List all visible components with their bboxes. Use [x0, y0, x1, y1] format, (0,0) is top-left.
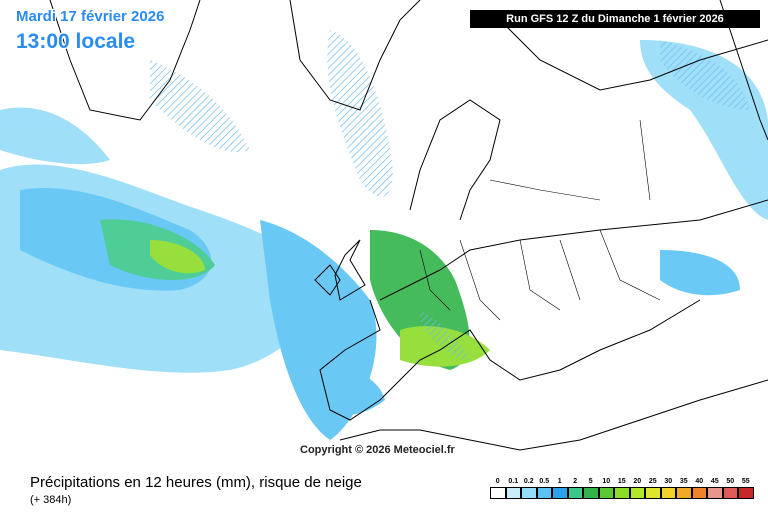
legend-item: 50 — [722, 478, 738, 499]
legend-swatch — [629, 487, 645, 499]
legend-label: 2 — [573, 478, 578, 485]
copyright: Copyright © 2026 Meteociel.fr — [300, 444, 455, 456]
legend-swatch — [567, 487, 583, 499]
legend-item: 55 — [738, 478, 754, 499]
legend-label: 1 — [557, 478, 562, 485]
legend-item: 5 — [583, 478, 599, 499]
legend-item: 1 — [552, 478, 568, 499]
legend-swatch — [738, 487, 754, 499]
legend-swatch — [660, 487, 676, 499]
legend-item: 30 — [660, 478, 676, 499]
legend-swatch — [645, 487, 661, 499]
legend-label: 25 — [648, 478, 657, 485]
legend-swatch — [521, 487, 537, 499]
legend-label: 0.2 — [523, 478, 534, 485]
lead-time: (+ 384h) — [30, 494, 72, 506]
legend-item: 0.2 — [521, 478, 537, 499]
legend-swatch — [583, 487, 599, 499]
map — [0, 0, 768, 451]
legend-swatch — [490, 487, 506, 499]
legend-swatch — [676, 487, 692, 499]
legend-swatch — [598, 487, 614, 499]
legend-swatch — [614, 487, 630, 499]
legend-label: 0.5 — [539, 478, 550, 485]
legend-label: 0.1 — [508, 478, 519, 485]
legend-label: 50 — [726, 478, 735, 485]
borders — [419, 119, 661, 321]
legend-label: 5 — [588, 478, 593, 485]
legend-item: 45 — [707, 478, 723, 499]
legend-label: 30 — [664, 478, 673, 485]
date: Mardi 17 février 2026 — [16, 8, 165, 25]
footer-title: Précipitations en 12 heures (mm), risque… — [30, 474, 362, 491]
legend-item: 0 — [490, 478, 506, 499]
legend-item: 15 — [614, 478, 630, 499]
legend-item: 0.5 — [536, 478, 552, 499]
legend-label: 0 — [495, 478, 500, 485]
legend-item: 40 — [691, 478, 707, 499]
legend-item: 2 — [567, 478, 583, 499]
legend-swatch — [536, 487, 552, 499]
time: 13:00 locale — [16, 30, 136, 53]
legend: 0 0.1 0.2 0.5 1 2 5 10 15 20 25 30 35 40 45 50 55 — [490, 478, 754, 499]
legend-swatch — [552, 487, 568, 499]
legend-swatch — [707, 487, 723, 499]
legend-label: 10 — [602, 478, 611, 485]
legend-item: 10 — [598, 478, 614, 499]
legend-label: 55 — [741, 478, 750, 485]
legend-swatch — [722, 487, 738, 499]
legend-swatch — [691, 487, 707, 499]
coastlines — [49, 0, 768, 451]
legend-label: 40 — [695, 478, 704, 485]
legend-label: 15 — [617, 478, 626, 485]
legend-item: 20 — [629, 478, 645, 499]
legend-label: 45 — [710, 478, 719, 485]
legend-label: 35 — [679, 478, 688, 485]
legend-label: 20 — [633, 478, 642, 485]
legend-item: 35 — [676, 478, 692, 499]
legend-item: 25 — [645, 478, 661, 499]
legend-item: 0.1 — [505, 478, 521, 499]
legend-swatch — [505, 487, 521, 499]
run-info: Run GFS 12 Z du Dimanche 1 février 2026 — [470, 10, 760, 28]
